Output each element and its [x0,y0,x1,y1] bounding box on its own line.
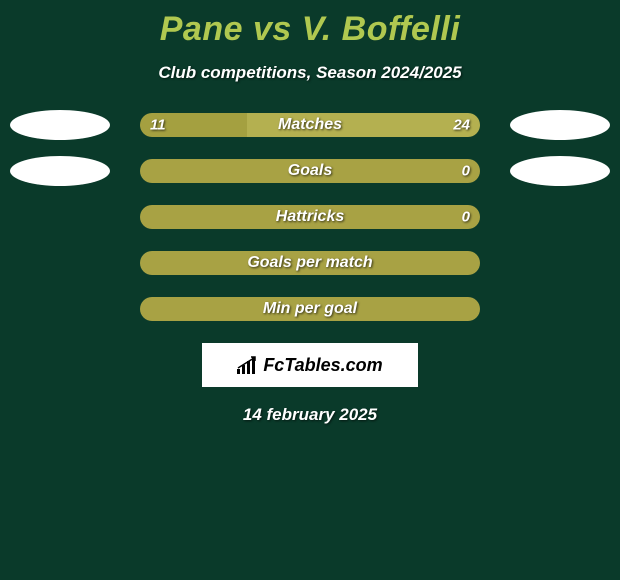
date-label: 14 february 2025 [0,405,620,425]
stat-label: Hattricks [276,208,344,226]
page-title: Pane vs V. Boffelli [0,0,620,49]
subtitle: Club competitions, Season 2024/2025 [0,63,620,83]
stat-label: Goals [288,162,332,180]
logo-box: FcTables.com [202,343,418,387]
signal-icon [237,356,259,374]
stat-bar: Matches 11 24 [140,113,480,137]
player-avatar-right [510,110,610,140]
stat-row: Goals 0 [10,159,610,183]
stat-label: Matches [278,116,342,134]
stat-label: Min per goal [263,300,357,318]
stat-value-right: 0 [462,209,470,226]
stat-bar: Goals per match [140,251,480,275]
stat-value-right: 0 [462,163,470,180]
stat-label: Goals per match [247,254,372,272]
stat-row: Min per goal [10,297,610,321]
logo-text: FcTables.com [263,355,382,376]
stat-row: Matches 11 24 [10,113,610,137]
stat-row: Goals per match [10,251,610,275]
player-avatar-left [10,110,110,140]
stat-row: Hattricks 0 [10,205,610,229]
player-avatar-left [10,156,110,186]
stat-value-right: 24 [453,117,470,134]
comparison-chart: Matches 11 24 Goals 0 Hattricks 0 Goals per mat… [0,113,620,321]
stat-bar: Goals 0 [140,159,480,183]
stat-bar: Hattricks 0 [140,205,480,229]
player-avatar-right [510,156,610,186]
stat-bar: Min per goal [140,297,480,321]
logo: FcTables.com [237,355,382,376]
stat-value-left: 11 [150,117,166,134]
